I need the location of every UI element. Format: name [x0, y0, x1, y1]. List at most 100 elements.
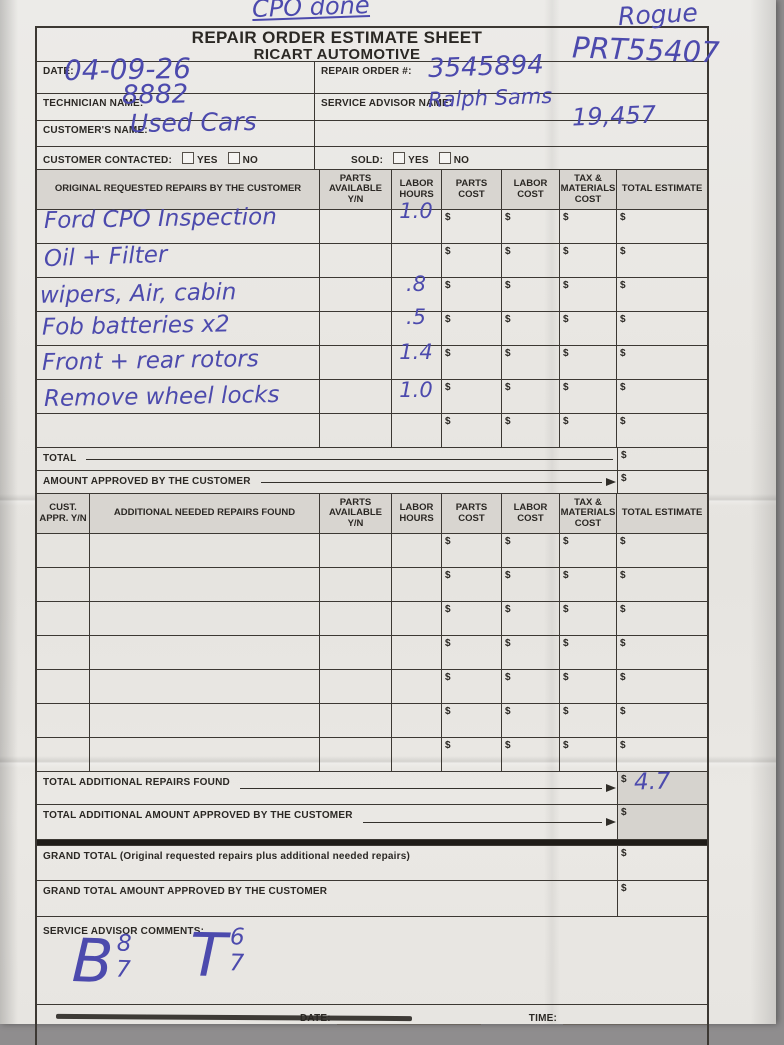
dollar-sign: $ [563, 570, 569, 581]
dollar-sign: $ [621, 450, 627, 461]
total-additional-approved-row: TOTAL ADDITIONAL AMOUNT APPROVED BY THE … [37, 805, 707, 840]
additional-repairs-table-header: CUST. APPR. Y/N ADDITIONAL NEEDED REPAIR… [37, 494, 707, 534]
field-row-contacted: CUSTOMER CONTACTED: YES NO SOLD: YES NO [37, 147, 707, 170]
dollar-sign: $ [621, 848, 627, 859]
sold-yes-label: YES [408, 155, 429, 166]
handwritten-hours-5: 1.4 [399, 340, 433, 364]
dollar-sign: $ [563, 604, 569, 615]
table-row: $ $ $ $ [37, 210, 707, 244]
dollar-sign: $ [445, 416, 451, 427]
table-row: $ $ $ $ [37, 312, 707, 346]
dollar-sign: $ [445, 314, 451, 325]
dollar-sign: $ [445, 638, 451, 649]
handwritten-hours-4: .5 [405, 305, 427, 329]
grand-total-label: GRAND TOTAL (Original requested repairs … [43, 851, 411, 862]
dollar-sign: $ [505, 212, 511, 223]
dollar-sign: $ [445, 348, 451, 359]
dollar-sign: $ [620, 536, 626, 547]
table-row: $ $ $ $ [37, 738, 707, 772]
handwritten-customer-name: Used Cars [129, 106, 257, 139]
handwritten-vehicle: Rogue [617, 0, 699, 32]
dollar-sign: $ [505, 706, 511, 717]
handwritten-repair-5: Front + rear rotors [41, 346, 259, 376]
table-row: $ $ $ $ [37, 602, 707, 636]
dollar-sign: $ [563, 638, 569, 649]
arrow-line [239, 787, 602, 789]
dollar-sign: $ [620, 672, 626, 683]
grand-total-row: GRAND TOTAL (Original requested repairs … [37, 846, 707, 881]
repair-order-form: REPAIR ORDER ESTIMATE SHEET RICART AUTOM… [35, 26, 709, 1045]
section-divider-bar [37, 840, 707, 846]
handwritten-hours-1: 1.0 [399, 199, 433, 223]
field-row-customer: CUSTOMER'S NAME: [37, 121, 707, 147]
table-row: $ $ $ $ [37, 568, 707, 602]
original-repairs-table-header: ORIGINAL REQUESTED REPAIRS BY THE CUSTOM… [37, 170, 707, 210]
sold-no-label: NO [453, 155, 470, 166]
col-total-estimate: TOTAL ESTIMATE [621, 507, 703, 519]
sold-no-checkbox [438, 152, 451, 164]
col-cust-appr: CUST. APPR. Y/N [37, 494, 90, 533]
dollar-sign: $ [445, 212, 451, 223]
arrow-line [362, 821, 602, 823]
handwritten-service-advisor: Ralph Sams [427, 83, 553, 113]
technician-label: TECHNICIAN NAME: [37, 94, 315, 120]
dollar-sign: $ [505, 246, 511, 257]
field-row-technician: TECHNICIAN NAME: SERVICE ADVISOR NAME: [37, 94, 707, 121]
customer-name-label: CUSTOMER'S NAME: [37, 121, 315, 146]
total-row: TOTAL $ [37, 448, 707, 471]
table-row: $ $ $ $ [37, 534, 707, 568]
dollar-sign: $ [621, 883, 627, 894]
col-tax-materials: TAX & MATERIALS COST [560, 170, 617, 209]
footer-time-line [563, 1013, 707, 1025]
contacted-yes-checkbox [181, 152, 194, 164]
arrow-icon [606, 784, 616, 792]
service-advisor-label: SERVICE ADVISOR NAME: [321, 98, 453, 109]
dollar-sign: $ [563, 536, 569, 547]
dollar-sign: $ [620, 382, 626, 393]
dollar-sign: $ [620, 604, 626, 615]
table-row: $ $ $ $ [37, 346, 707, 380]
contacted-no-label: NO [242, 155, 259, 166]
total-additional-found-label: TOTAL ADDITIONAL REPAIRS FOUND [43, 777, 230, 788]
table-row: $ $ $ $ [37, 414, 707, 448]
dollar-sign: $ [620, 280, 626, 291]
dollar-sign: $ [563, 706, 569, 717]
dollar-sign: $ [505, 314, 511, 325]
handwritten-top-note: CPO done [251, 0, 371, 24]
dollar-sign: $ [445, 382, 451, 393]
dollar-sign: $ [505, 604, 511, 615]
dollar-sign: $ [563, 314, 569, 325]
handwritten-repair-6: Remove wheel locks [43, 381, 280, 413]
dollar-sign: $ [620, 314, 626, 325]
col-additional-repairs: ADDITIONAL NEEDED REPAIRS FOUND [90, 494, 320, 533]
col-total-estimate: TOTAL ESTIMATE [621, 183, 703, 195]
dollar-sign: $ [505, 570, 511, 581]
dollar-sign: $ [620, 416, 626, 427]
col-parts-available: PARTS AVAILABLE Y/N [320, 494, 392, 533]
footer-row: DATE: TIME: [37, 1005, 707, 1045]
dollar-sign: $ [563, 382, 569, 393]
dollar-sign: $ [620, 348, 626, 359]
dollar-sign: $ [563, 246, 569, 257]
handwritten-mileage: 19,457 [571, 100, 657, 132]
dollar-sign: $ [563, 280, 569, 291]
col-labor-hours: LABOR HOURS [392, 494, 442, 533]
dollar-sign: $ [445, 740, 451, 751]
sold-group: SOLD: YES NO [315, 147, 707, 169]
col-parts-cost: PARTS COST [442, 494, 502, 533]
dollar-sign: $ [621, 807, 627, 818]
grand-total-approved-label: GRAND TOTAL AMOUNT APPROVED BY THE CUSTO… [43, 886, 328, 897]
col-tax-materials: TAX & MATERIALS COST [560, 494, 617, 533]
dollar-sign: $ [505, 416, 511, 427]
footer-time-label: TIME: [528, 1013, 558, 1024]
col-labor-cost: LABOR COST [502, 170, 560, 209]
contacted-no-checkbox [227, 152, 240, 164]
dollar-sign: $ [445, 706, 451, 717]
dollar-sign: $ [505, 348, 511, 359]
customer-contacted-group: CUSTOMER CONTACTED: YES NO [37, 147, 315, 169]
date-label: DATE: [37, 62, 315, 93]
handwritten-repair-order-number: 3545894 [427, 49, 545, 85]
